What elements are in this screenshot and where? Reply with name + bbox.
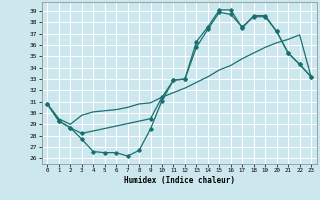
X-axis label: Humidex (Indice chaleur): Humidex (Indice chaleur) [124, 176, 235, 185]
